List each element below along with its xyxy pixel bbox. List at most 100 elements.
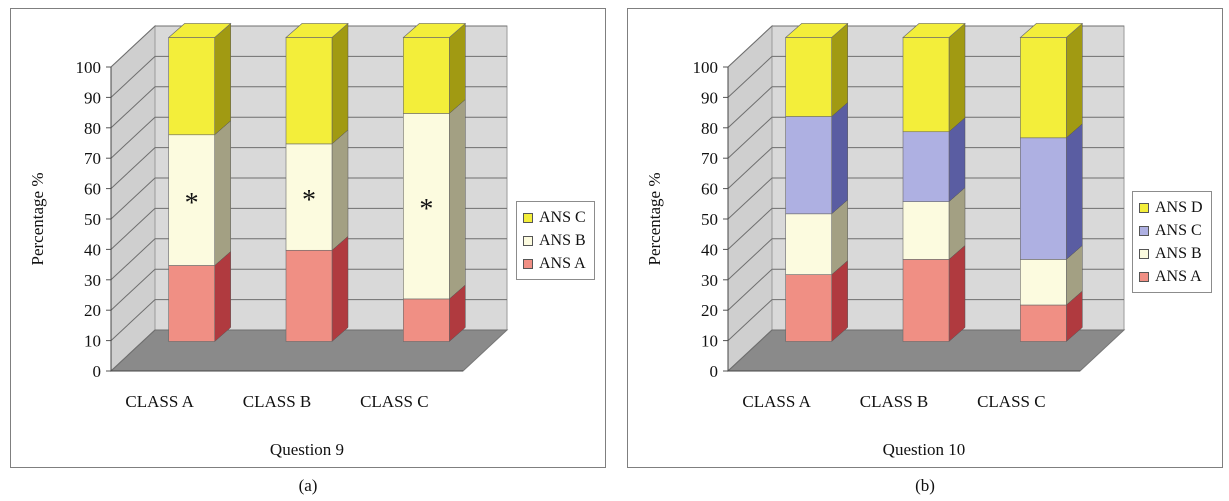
bar-top bbox=[402, 23, 467, 38]
y-tick-label: 80 bbox=[84, 119, 101, 138]
legend-swatch bbox=[523, 212, 533, 223]
gridline bbox=[110, 55, 507, 98]
gridline bbox=[727, 86, 1124, 129]
chart-a-svg: 0 10 20 30 40 50 60 70 80 90 100 Percentage % * CLASS… bbox=[28, 22, 509, 459]
legend-label: ANS A bbox=[539, 254, 586, 272]
y-axis-label: Percentage % bbox=[645, 173, 664, 266]
bar-side bbox=[214, 250, 231, 343]
gridline bbox=[110, 25, 507, 68]
gridline bbox=[110, 207, 507, 250]
bar-side bbox=[948, 117, 966, 203]
gridline bbox=[727, 268, 1124, 311]
gridline bbox=[110, 299, 507, 341]
bar-side bbox=[1066, 123, 1083, 260]
legend-label: ANS B bbox=[1155, 244, 1202, 262]
x-axis-label: Question 10 bbox=[883, 440, 966, 459]
x-tick-label: CLASS A bbox=[742, 392, 811, 411]
bar-segment bbox=[902, 131, 950, 202]
legend-b-item: ANS A bbox=[1139, 265, 1203, 288]
gridline bbox=[110, 268, 507, 311]
legend-a: ANS C ANS B ANS A bbox=[516, 201, 595, 280]
bar-top bbox=[167, 23, 232, 38]
y-tick-label: 30 bbox=[84, 271, 101, 290]
bar-segment bbox=[168, 265, 215, 342]
bar-side bbox=[831, 22, 848, 118]
gridline bbox=[727, 299, 1124, 341]
legend-b: ANS D ANS C ANS B ANS A bbox=[1132, 191, 1212, 293]
legend-b-item: ANS B bbox=[1139, 242, 1203, 265]
y-tick-label: 60 bbox=[701, 180, 718, 199]
bar-segment bbox=[285, 143, 333, 251]
bar-side bbox=[449, 98, 466, 300]
y-tick-label: 100 bbox=[76, 58, 102, 77]
significance-marker: * bbox=[302, 185, 316, 216]
y-tick-label: 20 bbox=[701, 301, 718, 320]
gridline bbox=[727, 147, 1124, 189]
bar-side bbox=[214, 120, 231, 267]
y-tick-label: 70 bbox=[84, 149, 101, 168]
bar-segment bbox=[403, 113, 450, 300]
bar-segment bbox=[403, 298, 450, 342]
gridline bbox=[727, 177, 1124, 220]
bar-segment bbox=[1020, 259, 1067, 306]
legend-label: ANS B bbox=[539, 231, 586, 249]
bar-top bbox=[902, 23, 966, 38]
x-tick-label: CLASS A bbox=[125, 392, 194, 411]
legend-label: ANS C bbox=[1155, 221, 1202, 239]
gridline bbox=[727, 25, 1124, 68]
significance-marker: * bbox=[419, 194, 433, 225]
bar-segment bbox=[785, 37, 832, 117]
legend-swatch bbox=[1139, 202, 1149, 213]
bar-top bbox=[1019, 23, 1084, 38]
bar-side bbox=[831, 101, 848, 215]
bar-side bbox=[948, 244, 966, 343]
gridline bbox=[727, 207, 1124, 250]
x-axis-label: Question 9 bbox=[270, 440, 344, 459]
bar-segment bbox=[403, 37, 450, 114]
bar-segment bbox=[902, 37, 950, 133]
legend-swatch bbox=[1139, 225, 1149, 236]
y-tick-label: 30 bbox=[701, 271, 718, 290]
bar-side bbox=[331, 22, 349, 145]
bar-side bbox=[331, 235, 349, 343]
bar-segment bbox=[902, 201, 950, 260]
chart-panel-a: 0 10 20 30 40 50 60 70 80 90 100 Percentage % * CLASS… bbox=[10, 8, 606, 468]
legend-b-item: ANS D bbox=[1139, 196, 1203, 219]
y-tick-label: 90 bbox=[84, 88, 101, 107]
bar-segment bbox=[1020, 304, 1067, 342]
bar-segment bbox=[168, 134, 215, 266]
figure-caption-a: (a) bbox=[298, 476, 318, 495]
gridline bbox=[110, 147, 507, 189]
chart-b-svg: 0 10 20 30 40 50 60 70 80 90 100 Percentage % CLASS … bbox=[645, 22, 1126, 459]
legend-swatch bbox=[1139, 248, 1149, 259]
bar-top bbox=[784, 23, 849, 38]
legend-swatch bbox=[523, 235, 533, 246]
legend-a-item: ANS B bbox=[523, 229, 586, 252]
figure-caption-b: (b) bbox=[915, 476, 935, 495]
y-tick-label: 10 bbox=[701, 332, 718, 351]
bar-side bbox=[449, 22, 466, 115]
bar-side bbox=[331, 129, 349, 251]
y-tick-label: 50 bbox=[701, 210, 718, 229]
legend-a-item: ANS C bbox=[523, 206, 586, 229]
bar-side bbox=[214, 22, 231, 136]
gridline bbox=[110, 177, 507, 220]
y-tick-label: 60 bbox=[84, 180, 101, 199]
bar-segment bbox=[785, 213, 832, 275]
y-axis-label: Percentage % bbox=[28, 173, 47, 266]
y-tick-label: 90 bbox=[701, 88, 718, 107]
y-tick-label: 40 bbox=[701, 240, 718, 259]
bar-side bbox=[948, 22, 966, 133]
legend-label: ANS A bbox=[1155, 267, 1202, 285]
bar-segment bbox=[1020, 37, 1067, 139]
bar-segment bbox=[1020, 137, 1067, 260]
x-tick-label: CLASS B bbox=[243, 392, 312, 411]
gridline bbox=[727, 116, 1124, 159]
gridline bbox=[110, 329, 507, 372]
gridline bbox=[110, 86, 507, 129]
y-tick-label: 70 bbox=[701, 149, 718, 168]
legend-b-item: ANS C bbox=[1139, 219, 1203, 242]
legend-label: ANS C bbox=[539, 208, 586, 226]
legend-swatch bbox=[523, 258, 533, 269]
gridline bbox=[110, 116, 507, 159]
